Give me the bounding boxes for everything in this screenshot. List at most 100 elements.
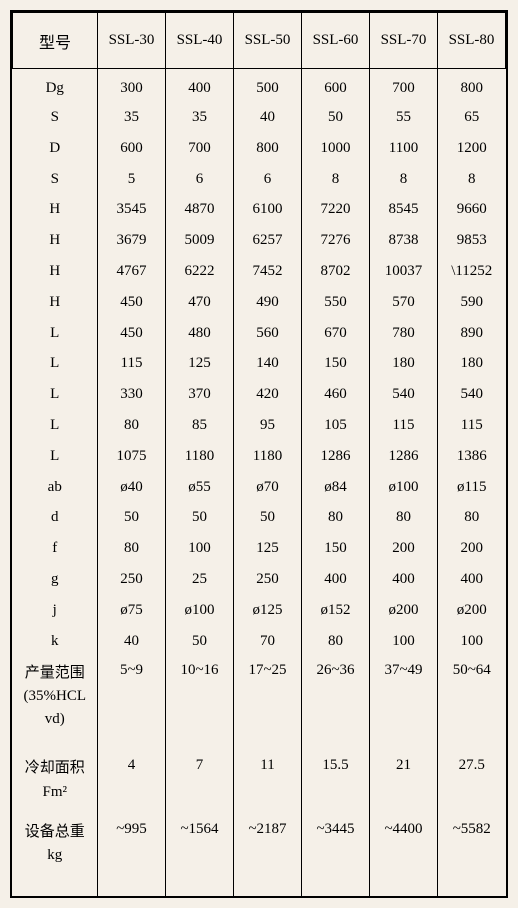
cell-value: 1286 (302, 441, 370, 472)
cell-value: 400 (370, 564, 438, 595)
cell-value: 125 (166, 348, 234, 379)
cell-value: 80 (302, 503, 370, 534)
table-row: L115125140150180180 (13, 348, 506, 379)
cell-value: ø75 (98, 595, 166, 626)
cell-value: 9853 (438, 225, 506, 256)
row-label: L (13, 348, 98, 379)
cell-value: 80 (370, 503, 438, 534)
table-row: D600700800100011001200 (13, 133, 506, 164)
row-label: k (13, 626, 98, 657)
row-label: L (13, 318, 98, 349)
cell-value: 330 (98, 379, 166, 410)
spec-table-container: 型号 SSL-30 SSL-40 SSL-50 SSL-60 SSL-70 SS… (10, 10, 508, 898)
row-label: L (13, 410, 98, 441)
cell-value: 3679 (98, 225, 166, 256)
cell-value: 80 (302, 626, 370, 657)
cell-value: 6257 (234, 225, 302, 256)
cell-value: 85 (166, 410, 234, 441)
cell-value: 4767 (98, 256, 166, 287)
cell-value: 4 (98, 752, 166, 816)
cell-value: 50 (234, 503, 302, 534)
cell-value: 80 (98, 533, 166, 564)
cell-value: 5~9 (98, 657, 166, 753)
cell-value: 700 (370, 69, 438, 102)
cell-value: 890 (438, 318, 506, 349)
table-row: L107511801180128612861386 (13, 441, 506, 472)
cell-value: ~995 (98, 816, 166, 896)
cell-value: 35 (166, 102, 234, 133)
table-row: L330370420460540540 (13, 379, 506, 410)
row-label: d (13, 503, 98, 534)
cell-value: 55 (370, 102, 438, 133)
cell-value: 4870 (166, 194, 234, 225)
table-row: d505050808080 (13, 503, 506, 534)
cell-value: 670 (302, 318, 370, 349)
cell-value: 10~16 (166, 657, 234, 753)
cell-value: ø40 (98, 472, 166, 503)
cell-value: 200 (438, 533, 506, 564)
row-label: H (13, 256, 98, 287)
cell-value: 1386 (438, 441, 506, 472)
cell-value: 50 (166, 626, 234, 657)
header-col-0: SSL-30 (98, 13, 166, 69)
cell-value: 26~36 (302, 657, 370, 753)
cell-value: 8 (302, 164, 370, 195)
cell-value: 8 (438, 164, 506, 195)
spec-table: 型号 SSL-30 SSL-40 SSL-50 SSL-60 SSL-70 SS… (12, 12, 506, 896)
cell-value: 470 (166, 287, 234, 318)
cell-value: ø115 (438, 472, 506, 503)
cell-value: 35 (98, 102, 166, 133)
cell-value: 125 (234, 533, 302, 564)
cell-value: 115 (98, 348, 166, 379)
cell-value: 400 (302, 564, 370, 595)
cell-value: 7276 (302, 225, 370, 256)
row-label: L (13, 441, 98, 472)
cell-value: 300 (98, 69, 166, 102)
cell-value: 5 (98, 164, 166, 195)
cell-value: 1180 (166, 441, 234, 472)
cell-value: ~5582 (438, 816, 506, 896)
cell-value: 6 (234, 164, 302, 195)
cell-value: ø200 (438, 595, 506, 626)
table-header: 型号 SSL-30 SSL-40 SSL-50 SSL-60 SSL-70 SS… (13, 13, 506, 69)
cell-value: 200 (370, 533, 438, 564)
table-row: H354548706100722085459660 (13, 194, 506, 225)
cell-value: ø125 (234, 595, 302, 626)
cell-value: 800 (234, 133, 302, 164)
cell-value: \11252 (438, 256, 506, 287)
cell-value: 1000 (302, 133, 370, 164)
header-col-4: SSL-70 (370, 13, 438, 69)
cell-value: 180 (438, 348, 506, 379)
header-row: 型号 SSL-30 SSL-40 SSL-50 SSL-60 SSL-70 SS… (13, 13, 506, 69)
cell-value: 6222 (166, 256, 234, 287)
cell-value: 1075 (98, 441, 166, 472)
cell-value: ø55 (166, 472, 234, 503)
cell-value: 600 (98, 133, 166, 164)
table-row: k40507080100100 (13, 626, 506, 657)
table-row: g25025250400400400 (13, 564, 506, 595)
cell-value: 115 (438, 410, 506, 441)
cell-value: 600 (302, 69, 370, 102)
header-col-3: SSL-60 (302, 13, 370, 69)
cell-value: 10037 (370, 256, 438, 287)
cell-value: 21 (370, 752, 438, 816)
cell-value: 50~64 (438, 657, 506, 753)
cell-value: 70 (234, 626, 302, 657)
cell-value: 590 (438, 287, 506, 318)
cell-value: 560 (234, 318, 302, 349)
table-row: abø40ø55ø70ø84ø100ø115 (13, 472, 506, 503)
cell-value: 50 (302, 102, 370, 133)
cell-value: 8738 (370, 225, 438, 256)
cell-value: 250 (98, 564, 166, 595)
cell-value: 11 (234, 752, 302, 816)
cell-value: ~2187 (234, 816, 302, 896)
cell-value: 1180 (234, 441, 302, 472)
cell-value: 27.5 (438, 752, 506, 816)
cell-value: 1286 (370, 441, 438, 472)
row-label: Dg (13, 69, 98, 102)
row-label: H (13, 194, 98, 225)
row-label: S (13, 164, 98, 195)
cell-value: 490 (234, 287, 302, 318)
cell-value: ~1564 (166, 816, 234, 896)
row-label: D (13, 133, 98, 164)
